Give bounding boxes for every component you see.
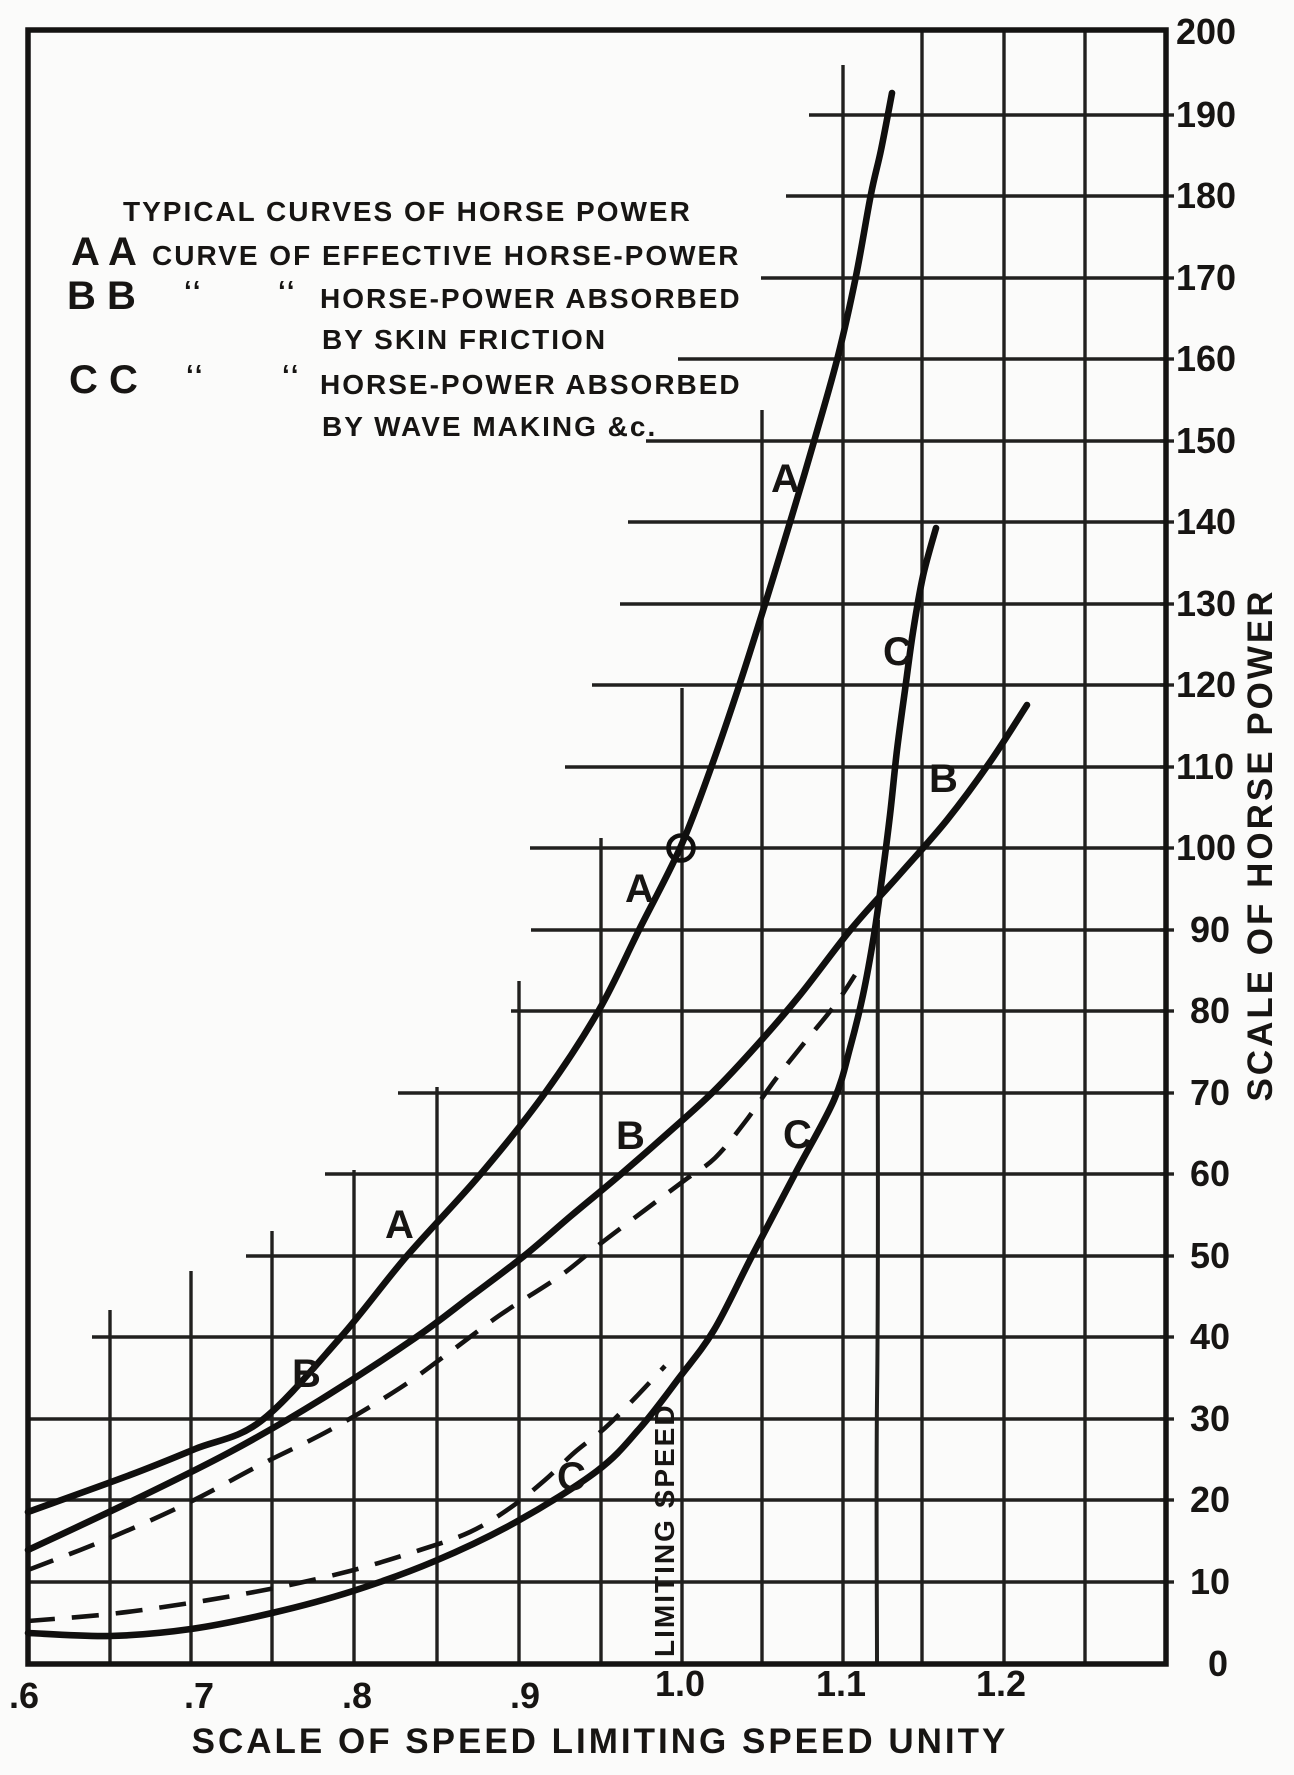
svg-text:‘‘: ‘‘ [282,359,301,390]
svg-text:C: C [557,1455,586,1499]
svg-text:80: 80 [1190,990,1230,1031]
svg-text:HORSE-POWER ABSORBED: HORSE-POWER ABSORBED [320,283,742,314]
svg-text:120: 120 [1176,664,1236,705]
svg-text:90: 90 [1190,909,1230,950]
svg-text:BY SKIN FRICTION: BY SKIN FRICTION [322,324,607,355]
svg-text:CURVE OF EFFECTIVE HORSE-POWER: CURVE OF EFFECTIVE HORSE-POWER [152,240,740,271]
svg-text:140: 140 [1176,501,1236,542]
svg-text:‘‘: ‘‘ [186,359,205,390]
svg-text:130: 130 [1176,583,1236,624]
svg-text:.6: .6 [9,1675,39,1716]
svg-text:TYPICAL CURVES OF HORSE POWER: TYPICAL CURVES OF HORSE POWER [123,196,692,227]
svg-text:200: 200 [1176,11,1236,52]
svg-text:HORSE-POWER ABSORBED: HORSE-POWER ABSORBED [320,369,742,400]
svg-text:C: C [783,1113,812,1157]
svg-text:10: 10 [1190,1561,1230,1602]
svg-text:A: A [771,457,800,501]
svg-text:50: 50 [1190,1235,1230,1276]
svg-text:B B: B B [67,274,136,318]
svg-text:A: A [385,1203,414,1247]
svg-text:LIMITING SPEED: LIMITING SPEED [649,1403,680,1657]
svg-text:180: 180 [1176,175,1236,216]
svg-text:0: 0 [1208,1643,1228,1684]
svg-text:SCALE OF SPEED LIMITING SPEED: SCALE OF SPEED LIMITING SPEED UNITY [192,1722,1009,1761]
svg-text:‘‘: ‘‘ [184,275,203,306]
svg-text:110: 110 [1176,746,1234,787]
svg-text:70: 70 [1190,1072,1230,1113]
svg-text:60: 60 [1190,1153,1230,1194]
svg-text:170: 170 [1176,257,1236,298]
svg-text:B: B [292,1352,321,1396]
svg-text:B: B [929,757,958,801]
svg-text:A A: A A [71,230,137,274]
svg-text:160: 160 [1176,338,1236,379]
svg-text:30: 30 [1190,1398,1230,1439]
svg-text:BY WAVE MAKING &c.: BY WAVE MAKING &c. [322,411,657,442]
svg-text:20: 20 [1190,1479,1230,1520]
svg-text:.7: .7 [184,1675,214,1716]
svg-text:.8: .8 [342,1675,372,1716]
svg-text:1.1: 1.1 [816,1663,866,1704]
svg-text:SCALE OF HORSE POWER: SCALE OF HORSE POWER [1241,588,1280,1101]
svg-text:C C: C C [69,358,138,402]
svg-text:A: A [625,867,654,911]
svg-text:100: 100 [1176,827,1236,868]
svg-text:.9: .9 [510,1675,540,1716]
svg-text:1.2: 1.2 [976,1663,1026,1704]
svg-text:1.0: 1.0 [655,1663,705,1704]
svg-text:190: 190 [1176,94,1236,135]
svg-text:150: 150 [1176,420,1236,461]
svg-text:B: B [616,1114,645,1158]
svg-text:40: 40 [1190,1316,1230,1357]
svg-text:C: C [883,630,912,674]
svg-text:‘‘: ‘‘ [278,275,297,306]
